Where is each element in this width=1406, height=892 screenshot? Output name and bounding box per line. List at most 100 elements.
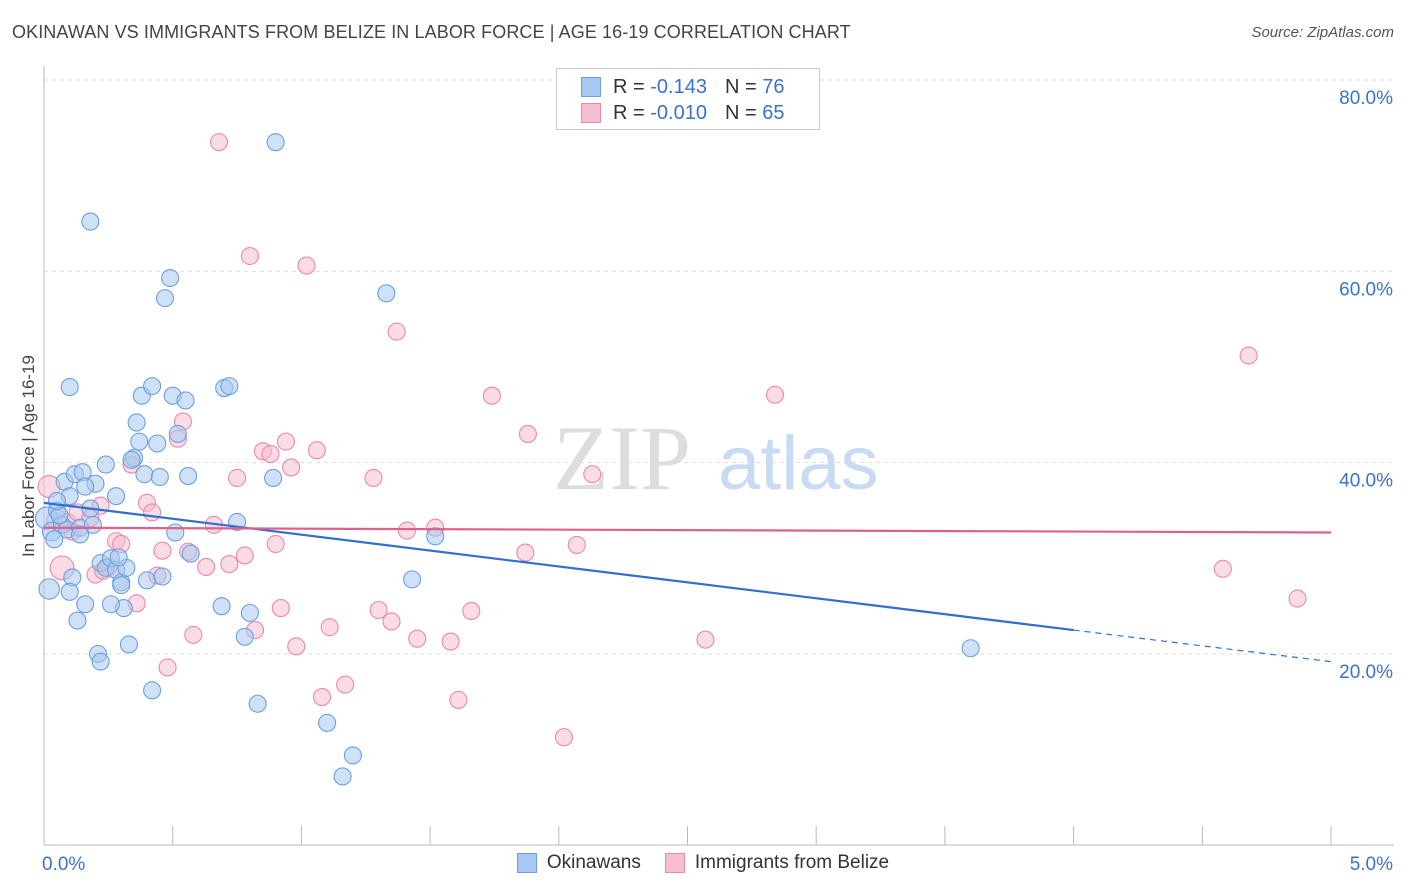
okinawan-point bbox=[266, 133, 285, 152]
y-tick-label: 20.0% bbox=[1339, 662, 1393, 683]
belize-trend-line bbox=[43, 526, 1332, 534]
belize-point bbox=[261, 445, 280, 464]
okinawan-point bbox=[220, 377, 239, 396]
legend-row-okinawans: R = -0.143 N = 76 bbox=[581, 75, 784, 99]
okinawan-point bbox=[148, 434, 167, 453]
belize-point bbox=[1239, 346, 1258, 365]
okinawan-trend-extension bbox=[1073, 629, 1332, 663]
legend-label-okinawans: Okinawans bbox=[546, 852, 641, 873]
okinawan-point bbox=[961, 639, 980, 658]
okinawan-point bbox=[119, 635, 138, 654]
okinawan-point bbox=[96, 455, 115, 474]
watermark: ZIP atlas bbox=[553, 407, 879, 509]
belize-point bbox=[220, 555, 239, 574]
okinawan-point bbox=[161, 268, 180, 288]
chart-title: OKINAWAN VS IMMIGRANTS FROM BELIZE IN LA… bbox=[12, 22, 851, 42]
belize-point bbox=[276, 432, 296, 451]
okinawan-point bbox=[76, 477, 95, 496]
okinawan-point bbox=[81, 212, 100, 231]
trend-lines bbox=[43, 501, 1332, 663]
okinawan-point bbox=[70, 525, 90, 544]
watermark-atlas: atlas bbox=[718, 421, 879, 506]
legend-item-okinawans[interactable]: Okinawans bbox=[516, 852, 641, 874]
belize-point bbox=[228, 468, 247, 488]
belize-point bbox=[320, 618, 339, 637]
belize-point bbox=[1213, 559, 1232, 578]
legend-label-belize: Immigrants from Belize bbox=[694, 852, 890, 873]
y-tick-label: 80.0% bbox=[1339, 88, 1393, 109]
belize-point bbox=[184, 625, 203, 644]
okinawan-point bbox=[143, 681, 162, 700]
okinawan-point bbox=[235, 627, 254, 646]
correlation-legend: R = -0.143 N = 76 R = -0.010 N = 65 bbox=[556, 68, 820, 130]
okinawan-point bbox=[60, 378, 79, 397]
legend-row-belize: R = -0.010 N = 65 bbox=[581, 101, 784, 125]
belize-point bbox=[312, 687, 332, 707]
okinawan-point bbox=[212, 597, 231, 616]
okinawan-point bbox=[318, 713, 337, 732]
belize-point bbox=[143, 503, 162, 522]
gridlines bbox=[44, 79, 1394, 655]
okinawan-point bbox=[150, 467, 169, 487]
okinawan-point bbox=[403, 570, 422, 589]
okinawan-point bbox=[91, 652, 110, 671]
okinawan-point bbox=[153, 567, 172, 586]
belize-point bbox=[158, 658, 177, 677]
okinawan-point bbox=[143, 377, 162, 396]
legend-n-value: 65 bbox=[762, 101, 785, 124]
okinawan-point bbox=[135, 465, 154, 484]
legend-item-belize[interactable]: Immigrants from Belize bbox=[664, 852, 890, 874]
okinawan-point bbox=[377, 284, 396, 303]
axis-labels: 20.0% 40.0% 60.0% 80.0% 0.0% 5.0% In Labor For… bbox=[19, 88, 1393, 875]
belize-point bbox=[364, 468, 383, 488]
chart-source: Source: ZipAtlas.com bbox=[1251, 24, 1394, 41]
okinawan-point bbox=[130, 432, 149, 451]
okinawan-point bbox=[176, 391, 195, 410]
okinawan-trend-line bbox=[43, 501, 1074, 632]
okinawan-point bbox=[107, 487, 126, 506]
okinawan-point bbox=[333, 767, 352, 786]
legend-r-label: R = bbox=[613, 101, 645, 124]
belize-point bbox=[696, 630, 715, 649]
okinawan-point bbox=[109, 548, 128, 567]
okinawan-point bbox=[68, 611, 87, 630]
okinawan-point bbox=[45, 530, 64, 549]
okinawan-point bbox=[47, 491, 66, 510]
belize-point bbox=[516, 543, 535, 562]
belize-point bbox=[1288, 589, 1307, 608]
belize-point bbox=[554, 728, 573, 747]
belize-point bbox=[209, 133, 229, 152]
belize-point bbox=[382, 612, 401, 631]
legend-r-value: -0.143 bbox=[650, 75, 707, 98]
okinawan-point bbox=[248, 694, 267, 713]
okinawan-point bbox=[166, 523, 185, 542]
okinawan-point bbox=[343, 746, 362, 765]
y-tick-label: 40.0% bbox=[1339, 471, 1393, 492]
belize-point bbox=[336, 675, 355, 694]
y-tick-label: 60.0% bbox=[1339, 279, 1393, 300]
okinawan-point bbox=[155, 289, 175, 308]
okinawan-point bbox=[83, 515, 102, 534]
belize-point bbox=[287, 637, 306, 656]
belize-point bbox=[441, 632, 460, 651]
legend-swatch-pink bbox=[664, 853, 685, 873]
legend-n-label: N = bbox=[724, 101, 757, 124]
belize-point bbox=[307, 441, 326, 460]
belize-point bbox=[387, 322, 406, 341]
okinawan-point bbox=[127, 413, 146, 432]
okinawan-point bbox=[137, 571, 157, 590]
belize-point bbox=[197, 557, 216, 576]
belize-point bbox=[765, 385, 785, 404]
okinawan-point bbox=[76, 595, 95, 614]
belize-point bbox=[235, 546, 254, 565]
x-tick-label-right: 5.0% bbox=[1350, 854, 1393, 875]
okinawan-point bbox=[122, 450, 141, 469]
belize-point bbox=[397, 521, 416, 540]
x-tick-label-left: 0.0% bbox=[42, 854, 85, 875]
belize-point bbox=[240, 246, 259, 266]
legend-swatch-blue bbox=[516, 853, 537, 873]
legend-n-value: 76 bbox=[762, 75, 785, 98]
belize-point bbox=[583, 465, 602, 484]
belize-point bbox=[282, 458, 301, 477]
